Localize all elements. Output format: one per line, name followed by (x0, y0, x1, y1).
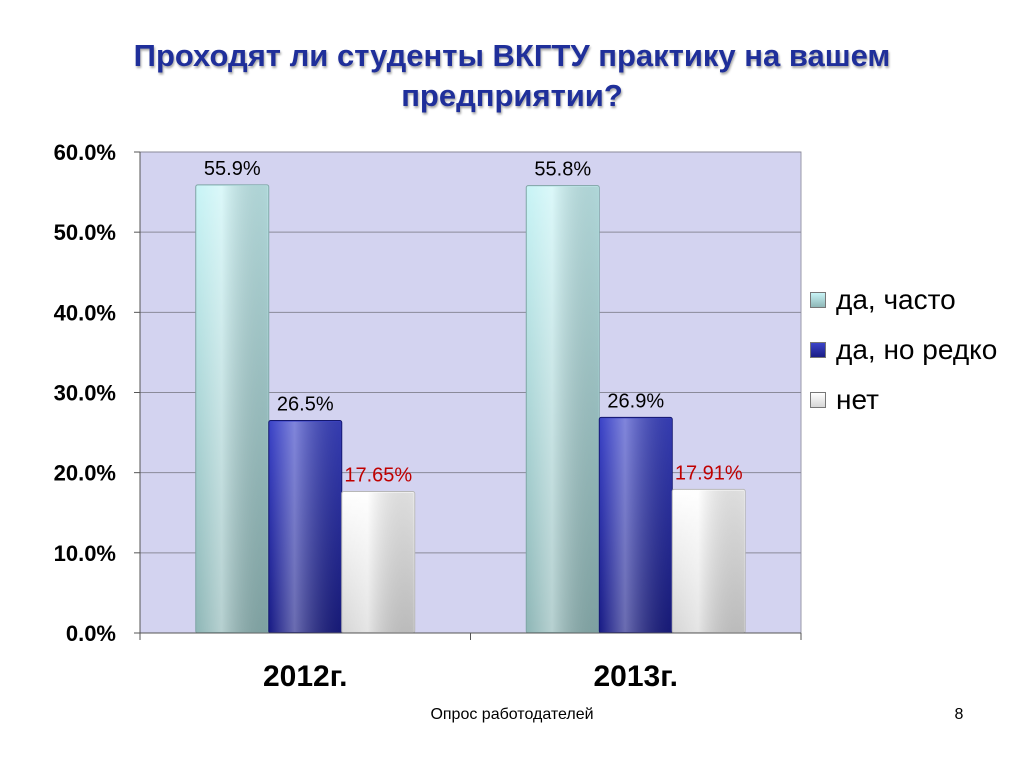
data-labels: 55.9% 26.5% 17.65% 55.8% 26.9% 17.91% (204, 158, 743, 487)
legend: да, часто да, но редко нет (810, 282, 1010, 432)
y-axis: 0.0% 10.0% 20.0% 30.0% 40.0% 50.0% 60.0% (54, 140, 141, 646)
legend-label-rarely: да, но редко (836, 334, 998, 365)
x-tick-label: 2012г. (263, 660, 348, 693)
y-tick-label: 30.0% (54, 381, 116, 406)
bar-sheen (269, 421, 341, 632)
data-label-rarely-1: 26.9% (607, 390, 664, 412)
legend-swatch-no (810, 392, 826, 408)
legend-item-rarely: да, но редко (810, 332, 1010, 368)
y-tick-label: 40.0% (54, 300, 116, 325)
data-label-often-0: 55.9% (204, 158, 261, 180)
legend-label-no: нет (836, 384, 879, 415)
bars (195, 184, 746, 634)
data-label-often-1: 55.8% (534, 159, 591, 181)
data-label-rarely-0: 26.5% (277, 394, 334, 416)
legend-item-no: нет (810, 382, 1010, 418)
y-tick-label: 20.0% (54, 461, 116, 486)
y-tick-label: 10.0% (54, 541, 116, 566)
x-tick-label: 2013г. (593, 660, 678, 693)
y-tick-label: 60.0% (54, 140, 116, 165)
legend-swatch-rarely (810, 342, 826, 358)
data-label-no-1: 17.91% (675, 462, 743, 484)
y-tick-label: 0.0% (66, 621, 116, 646)
y-tick-label: 50.0% (54, 220, 116, 245)
legend-label-often: да, часто (836, 284, 956, 315)
bar-sheen (673, 490, 745, 632)
legend-swatch-often (810, 292, 826, 308)
data-label-no-0: 17.65% (344, 465, 412, 487)
page-number: 8 (954, 706, 964, 723)
bar-sheen (196, 185, 268, 632)
footer-text: Опрос работодателей (430, 706, 594, 723)
bar-sheen (600, 418, 672, 632)
bar-sheen (342, 492, 414, 632)
slide-title: Проходят ли студенты ВКГТУ практику на в… (133, 38, 891, 113)
x-axis: 2012г. 2013г. (139, 632, 802, 693)
bar-sheen (527, 186, 599, 633)
legend-item-often: да, часто (810, 282, 1010, 318)
